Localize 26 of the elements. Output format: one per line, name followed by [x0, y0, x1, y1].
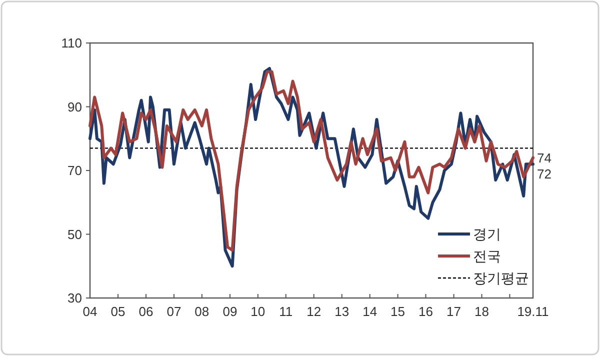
x-tick-label: 17 — [446, 304, 462, 319]
y-tick-label: 70 — [68, 163, 82, 178]
x-tick-label: 15 — [390, 304, 406, 319]
legend-label: 장기평균 — [473, 270, 529, 286]
annotation: 74 — [537, 150, 552, 166]
legend-label: 전국 — [473, 248, 501, 264]
x-tick-label: 07 — [166, 304, 182, 319]
x-tick-label: 14 — [362, 304, 378, 319]
y-tick-label: 110 — [61, 36, 82, 51]
y-tick-label: 90 — [68, 99, 82, 114]
y-tick-label: 50 — [68, 226, 82, 242]
x-tick-label: 08 — [194, 304, 210, 319]
x-tick-label: 16 — [418, 304, 433, 319]
x-tick-label: 05 — [110, 304, 126, 319]
x-tick-label: 18 — [474, 304, 489, 319]
x-tick-label: 11 — [279, 304, 293, 319]
x-tick-label: 09 — [222, 304, 238, 319]
legend-label: 경기 — [473, 226, 501, 242]
x-tick-label: 04 — [82, 304, 98, 319]
x-tick-label: 12 — [306, 304, 322, 319]
x-tick-label: 19.11 — [517, 304, 549, 319]
x-tick-label: 06 — [138, 304, 154, 319]
x-tick-label: 13 — [334, 304, 350, 319]
y-tick-label: 30 — [68, 290, 82, 306]
annotation: 72 — [537, 166, 552, 182]
x-tick-label: 10 — [250, 304, 266, 319]
